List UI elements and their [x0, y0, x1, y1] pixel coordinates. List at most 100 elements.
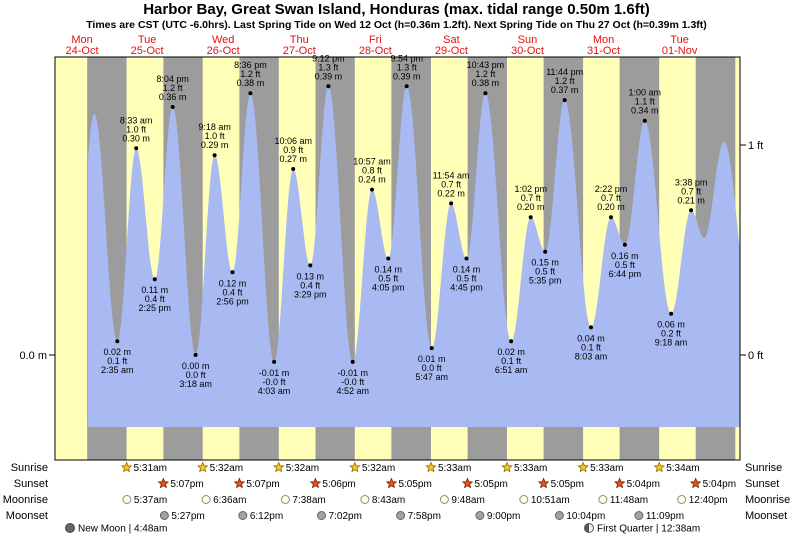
- first-quarter-icon-shade: [584, 523, 589, 533]
- sunset-row: Sunset Sunset 5:07pm 5:07pm 5:06pm 5:05pm 5:05…: [14, 477, 779, 490]
- tide-annotation-line: 0.27 m: [279, 154, 307, 164]
- page-title: Harbor Bay, Great Swan Island, Honduras …: [143, 1, 650, 18]
- tide-point-dot: [291, 167, 296, 171]
- tide-annotation-line: 5:47 am: [415, 372, 448, 382]
- day-label-date: 28-Oct: [359, 45, 392, 57]
- tide-annotation-line: 11:44 pm: [546, 67, 583, 77]
- sunrise-time: 5:34am: [666, 463, 699, 474]
- day-label-dow: Sat: [443, 34, 460, 46]
- tide-annotation-line: 0.20 m: [597, 202, 625, 212]
- tide-annotation-line: 0.4 ft: [300, 280, 321, 290]
- tide-annotation-high: 3:38 pm0.7 ft0.21 m: [675, 177, 708, 213]
- tide-annotation-line: 8:36 pm: [234, 60, 267, 70]
- tide-annotation-high: 8:04 pm1.2 ft0.36 m: [156, 74, 189, 109]
- sunrise-star-icon: [273, 461, 285, 473]
- tide-annotation-high: 1:00 am1.1 ft0.34 m: [628, 88, 661, 123]
- sunrise-time: 5:32am: [286, 463, 319, 474]
- sunset-time: 5:04pm: [703, 479, 736, 490]
- tide-annotation-line: 0.39 m: [315, 71, 343, 81]
- sunrise-time: 5:33am: [590, 463, 623, 474]
- sunrise-star-icon: [425, 461, 437, 473]
- tide-annotation-line: 8:33 am: [120, 115, 153, 125]
- tide-annotation-line: 0.02 m: [497, 347, 525, 357]
- tide-point-dot: [509, 339, 514, 344]
- sunset-star-icon: [233, 477, 246, 489]
- tide-annotation-line: 0.7 ft: [681, 186, 702, 196]
- sunrise-star-icon: [196, 461, 209, 473]
- moonrise-icon: [122, 495, 132, 504]
- tide-annotation-line: -0.0 ft: [341, 377, 365, 387]
- moonset-row: Moonset Moonset 5:27pm 6:12pm 7:02pm 7:58pm 9:…: [6, 510, 787, 522]
- day-label-date: 29-Oct: [435, 45, 468, 57]
- tide-point-dot: [589, 325, 593, 330]
- sunrise-star-icon: [349, 461, 361, 473]
- tide-annotation-line: 1.3 ft: [318, 62, 339, 72]
- tide-annotation-line: 1.1 ft: [635, 97, 656, 107]
- tide-annotation-line: 0.15 m: [531, 258, 559, 268]
- daylight-band: [55, 57, 88, 460]
- tide-annotation-line: 0.2 ft: [661, 329, 682, 339]
- row-label-left: Sunrise: [11, 462, 48, 474]
- tide-annotation-line: 1:00 am: [628, 88, 661, 98]
- sunrise-time: 5:33am: [438, 463, 471, 474]
- tide-annotation-line: 9:54 pm: [390, 53, 423, 63]
- tide-annotation-line: 8:04 pm: [156, 74, 189, 84]
- tide-annotation-line: 4:05 pm: [372, 283, 405, 293]
- tide-annotation-line: 3:38 pm: [675, 177, 708, 187]
- sunset-star-icon: [309, 477, 322, 489]
- tide-annotation-line: 2:25 pm: [139, 303, 172, 313]
- tide-annotation-line: 10:57 am: [353, 157, 391, 167]
- day-label-dow: Tue: [138, 34, 157, 46]
- moonset-icon: [634, 511, 644, 520]
- tide-annotation-line: 2:22 pm: [595, 184, 628, 194]
- tide-annotation-line: 0.21 m: [677, 195, 705, 205]
- tide-annotation-line: 1.2 ft: [240, 69, 261, 79]
- tide-point-dot: [350, 359, 355, 364]
- tide-point-dot: [669, 311, 674, 316]
- sunset-star-icon: [537, 477, 550, 489]
- sunset-star-icon: [157, 477, 170, 489]
- tide-annotation-low: 0.14 m0.5 ft4:45 pm: [450, 256, 483, 293]
- day-label-dow: Mon: [593, 34, 614, 46]
- day-label-date: 25-Oct: [131, 45, 164, 57]
- moonrise-icon: [677, 495, 687, 504]
- tide-annotation-line: 11:54 am: [433, 170, 470, 180]
- tide-annotation-low: 0.15 m0.5 ft5:35 pm: [529, 249, 561, 286]
- tide-annotation-line: 4:45 pm: [450, 283, 483, 293]
- tide-annotation-line: 0.5 ft: [456, 274, 477, 284]
- tide-point-dot: [170, 105, 175, 109]
- tide-annotation-high: 10:06 am0.9 ft0.27 m: [274, 136, 312, 171]
- tide-annotation-high: 8:36 pm1.2 ft0.38 m: [234, 60, 267, 96]
- tide-point-dot: [308, 263, 313, 268]
- tide-annotation-low: 0.14 m0.5 ft4:05 pm: [372, 256, 405, 293]
- tide-annotation-line: 1.2 ft: [475, 69, 496, 79]
- tide-annotation-line: 0.5 ft: [535, 267, 556, 277]
- tide-annotation-line: 1.0 ft: [205, 131, 226, 141]
- tide-annotation-line: 0.13 m: [297, 271, 325, 281]
- tide-annotation-line: 1:02 pm: [514, 184, 547, 194]
- tide-annotation-line: -0.01 m: [259, 368, 290, 378]
- sunset-time: 5:05pm: [398, 479, 431, 490]
- sunset-time: 5:04pm: [627, 479, 660, 490]
- sunset-star-icon: [689, 477, 702, 489]
- tide-annotation-line: 2:35 am: [101, 365, 134, 375]
- tide-point-dot: [543, 249, 548, 254]
- moonset-time: 7:02pm: [329, 511, 362, 522]
- tide-annotation-line: 2:56 pm: [216, 296, 249, 306]
- tide-annotation-line: 0.01 m: [418, 354, 446, 364]
- tide-annotation-line: 0.38 m: [237, 78, 265, 88]
- moonrise-icon: [598, 495, 608, 504]
- tide-annotation-line: 0.7 ft: [441, 179, 462, 189]
- row-label-right: Moonset: [745, 510, 787, 522]
- moonset-icon: [159, 511, 169, 520]
- tide-point-dot: [326, 84, 331, 89]
- moonset-icon: [317, 511, 326, 520]
- sunrise-time: 5:33am: [514, 463, 547, 474]
- moonset-icon: [238, 511, 248, 520]
- tide-point-dot: [248, 91, 253, 96]
- tide-point-dot: [689, 208, 694, 213]
- tide-annotation-low: 0.12 m0.4 ft2:56 pm: [216, 270, 249, 306]
- sunrise-star-icon: [120, 461, 133, 473]
- day-label-dow: Sun: [518, 34, 538, 46]
- tide-annotation-low: 0.00 m0.0 ft3:18 am: [179, 353, 212, 389]
